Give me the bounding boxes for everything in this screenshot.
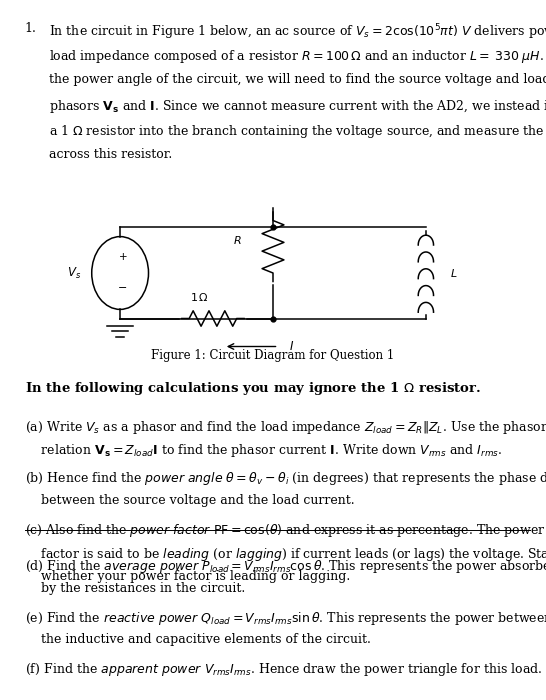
Text: (e) Find the $\mathit{reactive\ power}$ $Q_{load} = V_{rms}I_{rms}\sin\theta$. T: (e) Find the $\mathit{reactive\ power}$ … [25,610,546,627]
Text: the inductive and capacitive elements of the circuit.: the inductive and capacitive elements of… [25,634,370,647]
Text: Figure 1: Circuit Diagram for Question 1: Figure 1: Circuit Diagram for Question 1 [151,349,395,362]
Text: +: + [118,251,127,262]
Text: (c) Also find the $\mathit{power\ factor}$ $\mathrm{PF} = \cos(\theta)$ and expr: (c) Also find the $\mathit{power\ factor… [25,522,545,539]
Text: between the source voltage and the load current.: between the source voltage and the load … [25,494,354,508]
Text: −: − [118,284,128,293]
Text: $I$: $I$ [289,340,294,353]
Text: relation $\mathbf{V_s} = Z_{load}\mathbf{I}$ to find the phasor current $\mathbf: relation $\mathbf{V_s} = Z_{load}\mathbf… [25,442,502,459]
Text: $1\,\Omega$: $1\,\Omega$ [190,291,209,303]
Text: by the resistances in the circuit.: by the resistances in the circuit. [25,582,245,595]
Text: whether your power factor is leading or lagging.: whether your power factor is leading or … [25,570,350,583]
Text: (b) Hence find the $\mathit{power\ angle}$ $\theta = \theta_v - \theta_i$ (in de: (b) Hence find the $\mathit{power\ angle… [25,470,546,487]
Text: $L$: $L$ [450,267,458,279]
Text: phasors $\mathbf{V_s}$ and $\mathbf{I}$. Since we cannot measure current with th: phasors $\mathbf{V_s}$ and $\mathbf{I}$.… [49,98,546,115]
Text: (a) Write $V_s$ as a phasor and find the load impedance $Z_{load} = Z_R\|Z_L$. U: (a) Write $V_s$ as a phasor and find the… [25,419,546,435]
Text: $V_s$: $V_s$ [67,265,81,281]
Text: In the circuit in Figure 1 below, an ac source of $V_s = 2\cos(10^5\pi t)$ $V$ d: In the circuit in Figure 1 below, an ac … [49,22,546,42]
Text: across this resistor.: across this resistor. [49,148,173,162]
Text: factor is said to be $\mathit{leading}$ (or $\mathit{lagging}$) if current leads: factor is said to be $\mathit{leading}$ … [25,546,546,563]
Text: (f) Find the $\mathit{apparent\ power}$ $V_{rms}I_{rms}$. Hence draw the power t: (f) Find the $\mathit{apparent\ power}$ … [25,662,542,678]
Text: load impedance composed of a resistor $R = 100\,\Omega$ and an inductor $L = \;3: load impedance composed of a resistor $R… [49,48,546,64]
Text: the power angle of the circuit, we will need to find the source voltage and load: the power angle of the circuit, we will … [49,73,546,86]
Text: $R$: $R$ [233,234,242,246]
Text: In the following calculations you may ignore the 1 $\Omega$ resistor.: In the following calculations you may ig… [25,380,480,397]
Text: 1.: 1. [25,22,37,36]
Text: a 1 $\Omega$ resistor into the branch containing the voltage source, and measure: a 1 $\Omega$ resistor into the branch co… [49,123,546,140]
Text: (d) Find the $\mathit{average\ power}$ $P_{load} = V_{rms}I_{rms}\cos\theta$. Th: (d) Find the $\mathit{average\ power}$ $… [25,558,546,575]
